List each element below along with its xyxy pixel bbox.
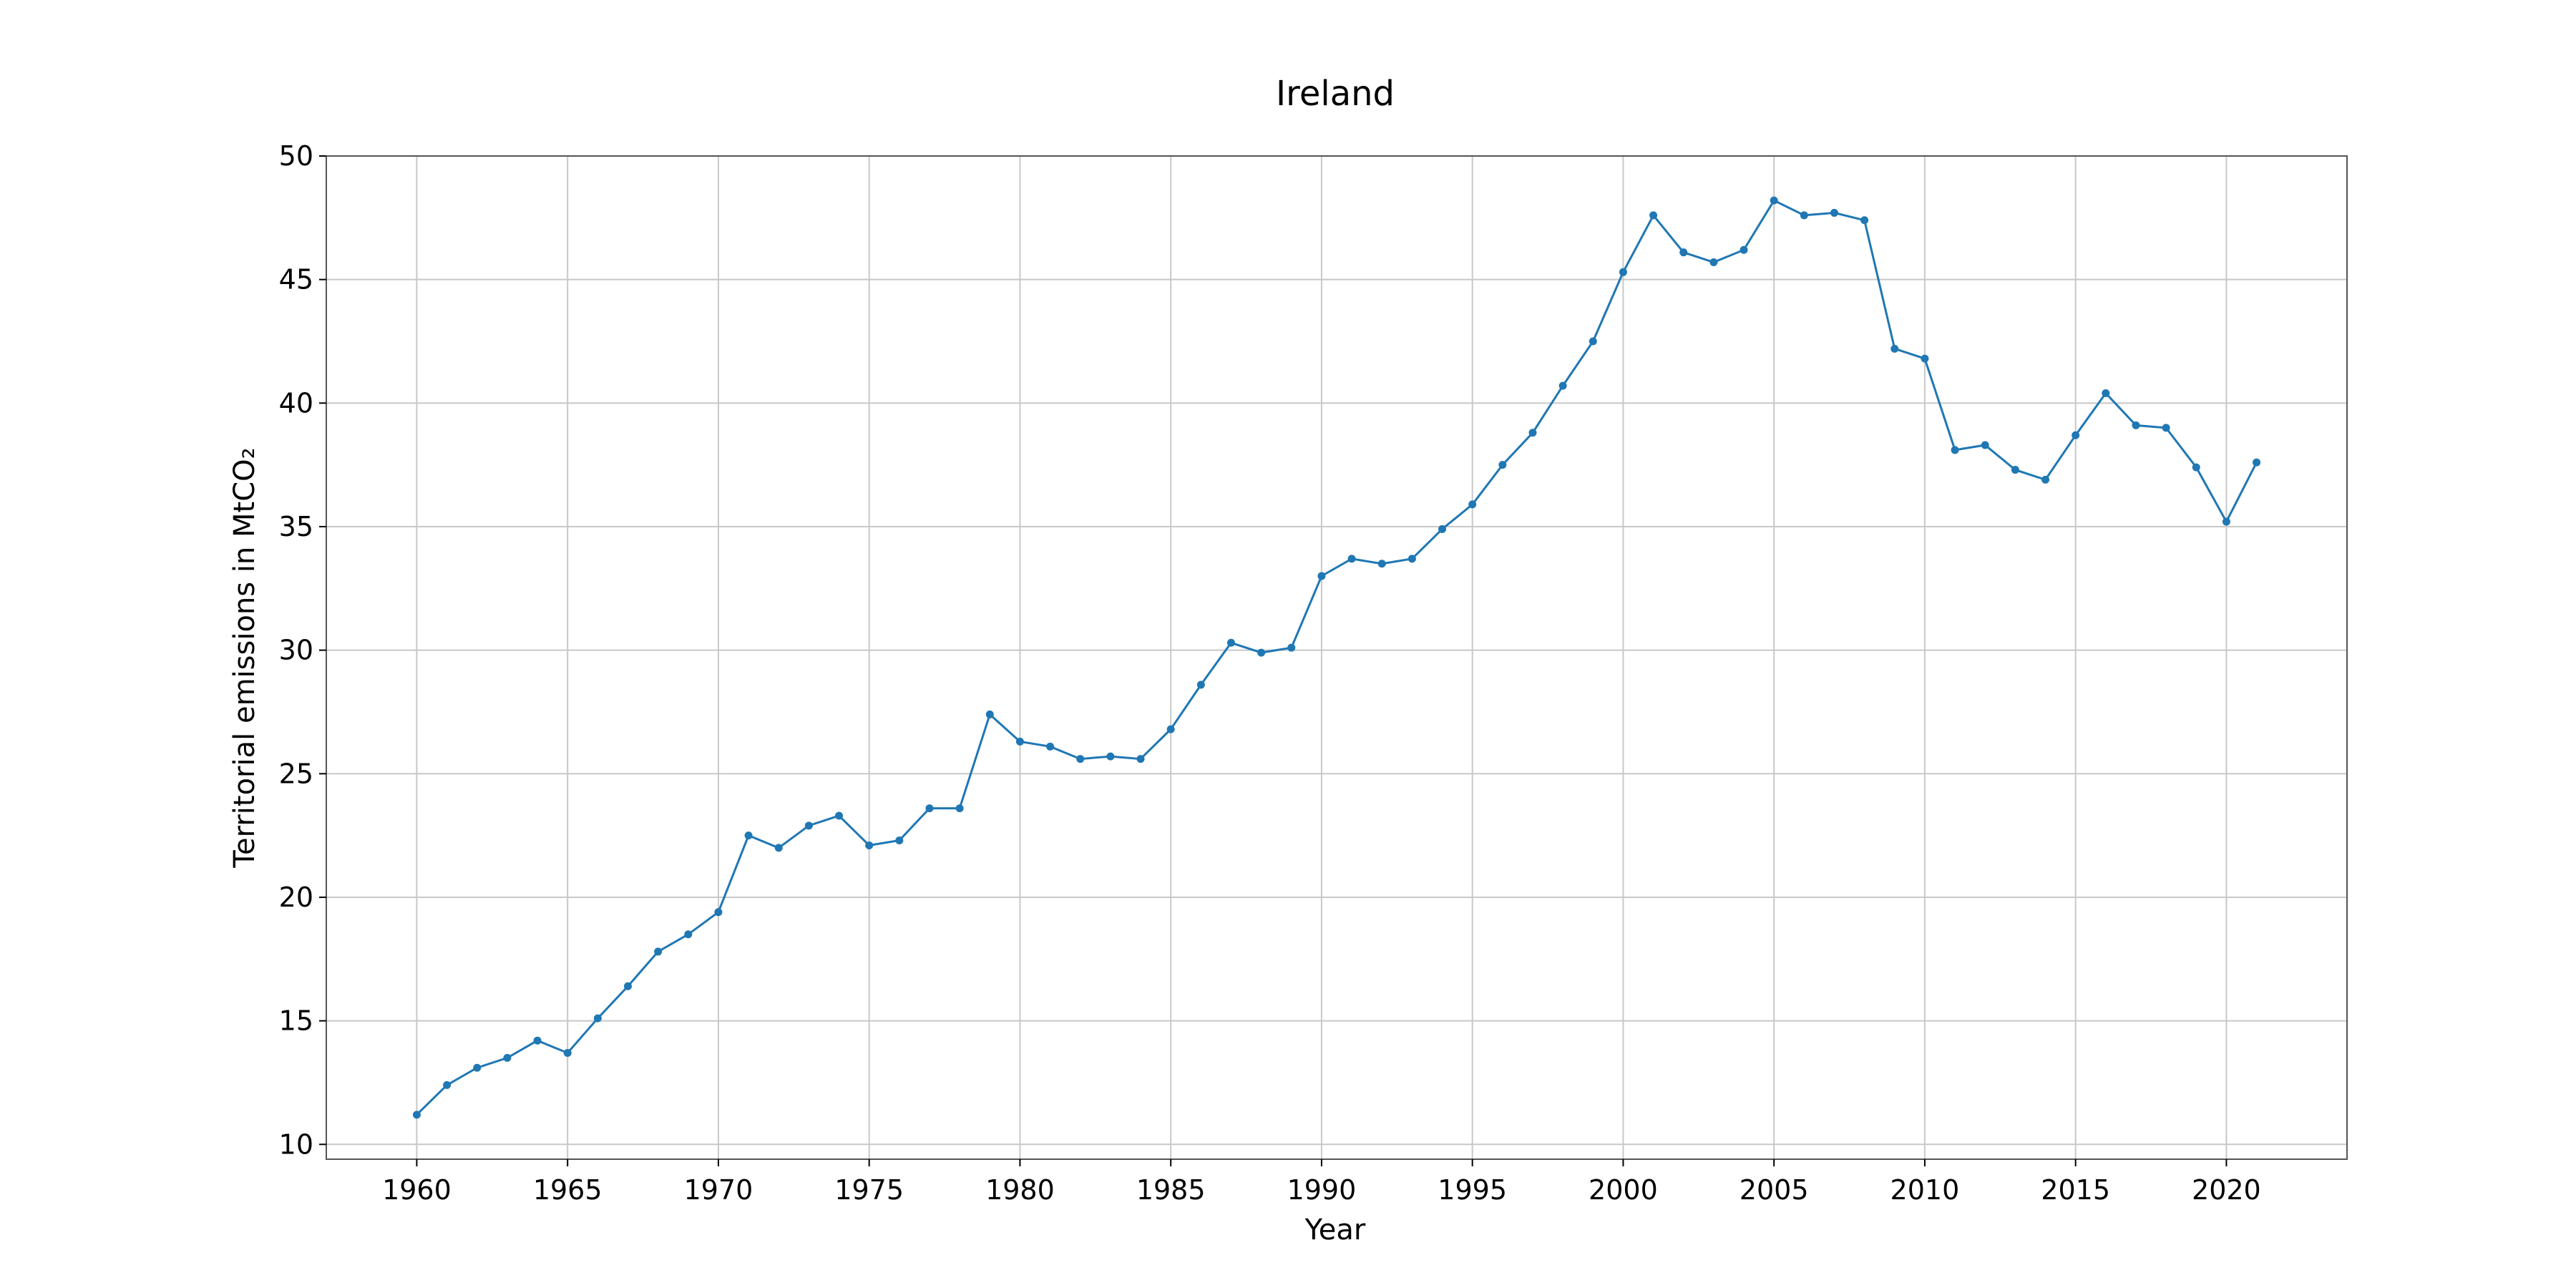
- data-point: [2162, 424, 2170, 432]
- data-point: [1438, 525, 1447, 533]
- data-point: [1770, 196, 1778, 205]
- x-tick-label: 1980: [985, 1174, 1055, 1206]
- x-axis: 1960 1965 1970 1975 1980 1985 1990 1995 2000 2005…: [382, 1159, 2261, 1206]
- x-tick-label: 2015: [2041, 1174, 2110, 1206]
- data-point: [2132, 421, 2140, 429]
- data-point: [593, 1014, 602, 1023]
- y-tick-label: 20: [279, 882, 313, 913]
- data-point: [1377, 560, 1386, 568]
- plot-frame: [326, 155, 2348, 1160]
- y-axis-label: Territorial emissions in MtCO₂: [228, 447, 261, 868]
- y-tick-label: 30: [279, 635, 313, 666]
- y-tick-label: 10: [279, 1128, 313, 1160]
- x-tick-label: 1965: [533, 1174, 602, 1206]
- data-point: [1890, 344, 1899, 353]
- data-point: [1800, 211, 1808, 220]
- x-tick-label: 1995: [1438, 1174, 1507, 1206]
- data-point: [1468, 500, 1477, 509]
- data-point: [1981, 441, 1989, 449]
- data-point: [1287, 643, 1296, 652]
- data-point: [835, 811, 844, 820]
- data-point: [1196, 680, 1205, 689]
- x-tick-label: 1990: [1287, 1174, 1357, 1206]
- data-point: [1106, 752, 1115, 761]
- y-tick-label: 25: [279, 758, 313, 789]
- data-point: [1528, 429, 1537, 437]
- data-point: [623, 982, 632, 990]
- y-tick-label: 40: [279, 387, 313, 419]
- data-point: [533, 1036, 542, 1045]
- data-point: [2222, 517, 2230, 526]
- data-point: [1076, 755, 1085, 763]
- y-tick-label: 15: [279, 1005, 313, 1037]
- data-point: [563, 1049, 572, 1058]
- data-point: [2011, 466, 2019, 474]
- data-point: [1709, 258, 1718, 266]
- data-point: [985, 710, 994, 718]
- data-point: [1921, 354, 1929, 363]
- grid: [326, 155, 2347, 1159]
- data-point: [443, 1080, 452, 1089]
- data-point: [955, 804, 964, 813]
- data-point: [744, 831, 753, 840]
- x-tick-label: 2005: [1740, 1174, 1809, 1206]
- data-point: [2102, 389, 2110, 398]
- data-point: [2072, 431, 2080, 439]
- x-axis-label: Year: [1304, 1214, 1366, 1246]
- data-point: [412, 1111, 421, 1119]
- data-point: [1347, 555, 1356, 563]
- data-point: [1257, 648, 1266, 657]
- data-point: [714, 908, 723, 917]
- y-tick-label: 45: [279, 264, 313, 296]
- data-point: [1619, 268, 1627, 276]
- data-point: [654, 947, 663, 956]
- y-axis: 10 15 20 25 30 35 40 45 50: [279, 140, 326, 1160]
- x-tick-label: 1985: [1136, 1174, 1206, 1206]
- data-point: [1407, 555, 1416, 563]
- y-tick-label: 50: [279, 140, 313, 172]
- data-point: [1860, 216, 1869, 225]
- x-tick-label: 1960: [382, 1174, 452, 1206]
- data-point: [1226, 638, 1235, 647]
- data-point: [1498, 461, 1507, 469]
- data-point: [1558, 381, 1567, 390]
- data-point: [684, 930, 693, 939]
- data-point: [503, 1053, 512, 1062]
- data-point: [1166, 725, 1175, 733]
- series-line: [416, 199, 2258, 1116]
- data-point: [895, 836, 904, 845]
- data-point: [774, 844, 783, 852]
- data-point: [804, 821, 813, 830]
- data-point: [473, 1063, 482, 1072]
- x-tick-label: 1970: [684, 1174, 753, 1206]
- data-point: [1830, 208, 1838, 217]
- data-point: [2253, 458, 2261, 467]
- y-tick-label: 35: [279, 511, 313, 542]
- data-point: [1136, 755, 1145, 763]
- data-point: [1740, 245, 1748, 254]
- data-point: [1679, 248, 1688, 257]
- x-tick-label: 2020: [2192, 1174, 2261, 1206]
- chart-title: Ireland: [1276, 74, 1395, 114]
- x-tick-label: 2000: [1589, 1174, 1658, 1206]
- x-tick-label: 2010: [1890, 1174, 1960, 1206]
- data-point: [1589, 337, 1597, 346]
- data-point: [1015, 737, 1024, 746]
- data-point: [1317, 572, 1326, 580]
- series-group: [412, 196, 2261, 1119]
- data-point: [925, 804, 934, 813]
- data-point: [2192, 463, 2200, 472]
- data-point: [1046, 742, 1055, 751]
- data-point: [1649, 211, 1658, 220]
- data-point: [1951, 446, 1959, 454]
- data-point: [2041, 475, 2050, 484]
- x-tick-label: 1975: [834, 1174, 904, 1206]
- data-point: [865, 841, 874, 849]
